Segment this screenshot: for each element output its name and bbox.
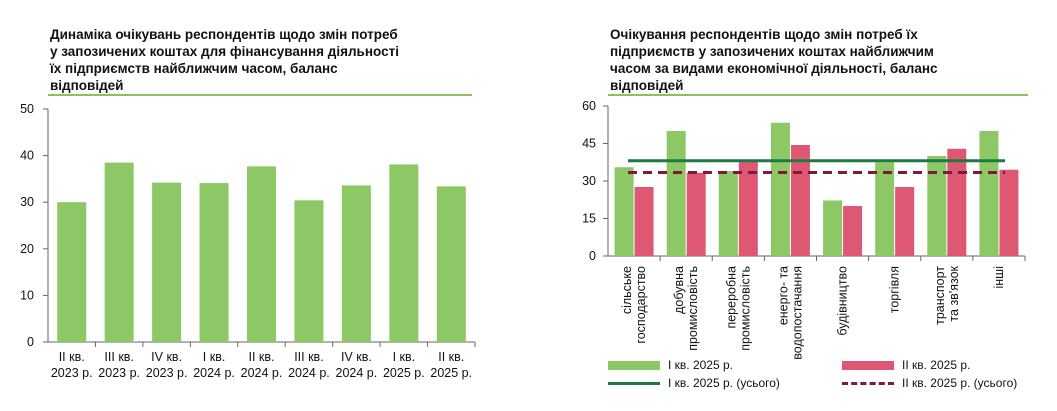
left-bar	[104, 162, 134, 342]
left-x-tick-label: 2023 р.	[51, 366, 93, 380]
right-title-rule	[608, 94, 1028, 96]
right-x-tick-label-group: добувна промисловість	[672, 266, 700, 351]
legend-swatch-q2-total	[842, 381, 894, 385]
right-x-tick-label-group: сільське господарство	[620, 266, 648, 344]
right-y-tick-label: 30	[582, 174, 596, 188]
right-x-tick-label-group: будівництво	[836, 266, 850, 336]
right-bar-q2	[634, 187, 654, 256]
left-x-tick-label: IV кв.	[151, 350, 182, 364]
right-chart-panel: Очікування респондентів щодо змін потреб…	[560, 0, 1057, 411]
right-x-tick-label-group: торгівля	[888, 266, 902, 313]
right-x-tick-label: будівництво	[836, 266, 850, 336]
left-x-tick-label: 2023 р.	[146, 366, 188, 380]
left-bar	[294, 200, 324, 342]
right-x-tick-label-group: енерго- та водопостачання	[776, 266, 804, 360]
legend-swatch-q2	[842, 360, 894, 370]
left-y-tick-label: 0	[27, 335, 34, 349]
right-x-tick-label: енерго- та	[776, 266, 790, 325]
left-x-tick-label: 2024 р.	[288, 366, 330, 380]
right-x-tick-label: господарство	[634, 266, 648, 344]
left-x-tick-label: ІІІ кв.	[294, 350, 323, 364]
legend-label-q2-total: ІІ кв. 2025 р. (усього)	[902, 376, 1018, 390]
left-y-tick-label: 20	[20, 242, 34, 256]
left-y-tick-label: 10	[20, 288, 34, 302]
right-bar-q2	[843, 206, 863, 256]
right-bar-q2	[686, 172, 706, 256]
right-x-tick-label: промисловість	[686, 266, 700, 351]
right-bar-q2	[999, 169, 1019, 256]
left-bar	[199, 183, 229, 342]
legend-item-q2: ІІ кв. 2025 р.	[842, 358, 970, 372]
legend-label-q1: І кв. 2025 р.	[668, 358, 733, 372]
left-y-tick-label: 40	[20, 149, 34, 163]
left-chart-title: Динаміка очікувань респондентів щодо змі…	[50, 27, 399, 93]
right-x-tick-label: водопостачання	[790, 266, 804, 360]
right-chart-title: Очікування респондентів щодо змін потреб…	[610, 27, 938, 93]
right-bar-q1	[823, 200, 843, 256]
legend-item-q1: І кв. 2025 р.	[608, 358, 733, 372]
right-bar-q1	[770, 122, 790, 256]
right-x-tick-label: добувна	[672, 266, 686, 314]
left-x-tick-label: І кв.	[203, 350, 226, 364]
left-x-tick-label: ІІ кв.	[438, 350, 464, 364]
left-bar	[247, 166, 276, 342]
right-bar-q1	[875, 162, 895, 256]
left-x-tick-label: 2024 р.	[336, 366, 378, 380]
legend-swatch-q1-total	[608, 381, 660, 385]
left-bar-chart: 0 10 20 30 40 50 ІІ кв. 2023 р. ІІІ кв. 2023 р. IV…	[20, 102, 476, 380]
left-x-tick-label: 2024 р.	[193, 366, 235, 380]
right-bar-q1	[718, 171, 738, 256]
right-bar-q1	[927, 156, 947, 256]
left-x-tick-label: ІІ кв.	[59, 350, 85, 364]
legend-item-q2-total: ІІ кв. 2025 р. (усього)	[842, 376, 1017, 390]
right-x-tick-label-group: інші	[992, 266, 1006, 289]
left-x-tick-label: ІІ кв.	[248, 350, 274, 364]
right-x-tick-label-group: переробна промисловість	[724, 266, 752, 351]
right-y-tick-label: 15	[582, 212, 596, 226]
left-chart-panel: Динаміка очікувань респондентів щодо змі…	[0, 0, 500, 411]
legend-item-q1-total: І кв. 2025 р. (усього)	[608, 376, 780, 390]
left-bar	[341, 185, 371, 342]
right-bar-q2	[947, 148, 967, 256]
left-bar	[57, 202, 87, 342]
right-bar-q1	[614, 167, 634, 256]
left-y-tick-label: 50	[20, 102, 34, 116]
left-x-tick-label: 2025 р.	[430, 366, 472, 380]
right-bar-q2	[895, 187, 915, 256]
left-x-tick-label: 2025 р.	[383, 366, 425, 380]
right-bar-q2	[738, 161, 758, 256]
left-bar	[436, 186, 466, 342]
legend-swatch-q1	[608, 360, 660, 370]
right-bar-q1	[666, 131, 686, 256]
legend-label-q2: ІІ кв. 2025 р.	[902, 358, 971, 372]
right-x-tick-label: переробна	[724, 266, 738, 329]
right-y-tick-label: 0	[589, 249, 596, 263]
left-bar	[152, 182, 182, 342]
right-x-tick-label: торгівля	[888, 266, 902, 313]
right-y-tick-label: 60	[582, 99, 596, 113]
left-x-tick-label: 2023 р.	[98, 366, 140, 380]
left-x-tick-label: 2024 р.	[241, 366, 283, 380]
left-x-tick-label: IV кв.	[341, 350, 372, 364]
right-bar-q1	[979, 131, 999, 256]
right-y-tick-label: 45	[582, 137, 596, 151]
right-x-tick-label-group: транспорт та зв'язок	[933, 265, 961, 324]
right-x-tick-label: сільське	[620, 266, 634, 314]
right-x-tick-label: промисловість	[738, 266, 752, 351]
right-x-tick-label: та зв'язок	[947, 265, 961, 321]
left-bar	[389, 164, 419, 342]
right-x-tick-label: транспорт	[933, 266, 947, 325]
left-y-tick-label: 30	[20, 195, 34, 209]
left-x-tick-label: ІІІ кв.	[104, 350, 133, 364]
legend-label-q1-total: І кв. 2025 р. (усього)	[668, 376, 780, 390]
right-x-tick-label: інші	[992, 266, 1006, 289]
left-title-rule	[48, 94, 472, 96]
left-x-tick-label: І кв.	[393, 350, 416, 364]
